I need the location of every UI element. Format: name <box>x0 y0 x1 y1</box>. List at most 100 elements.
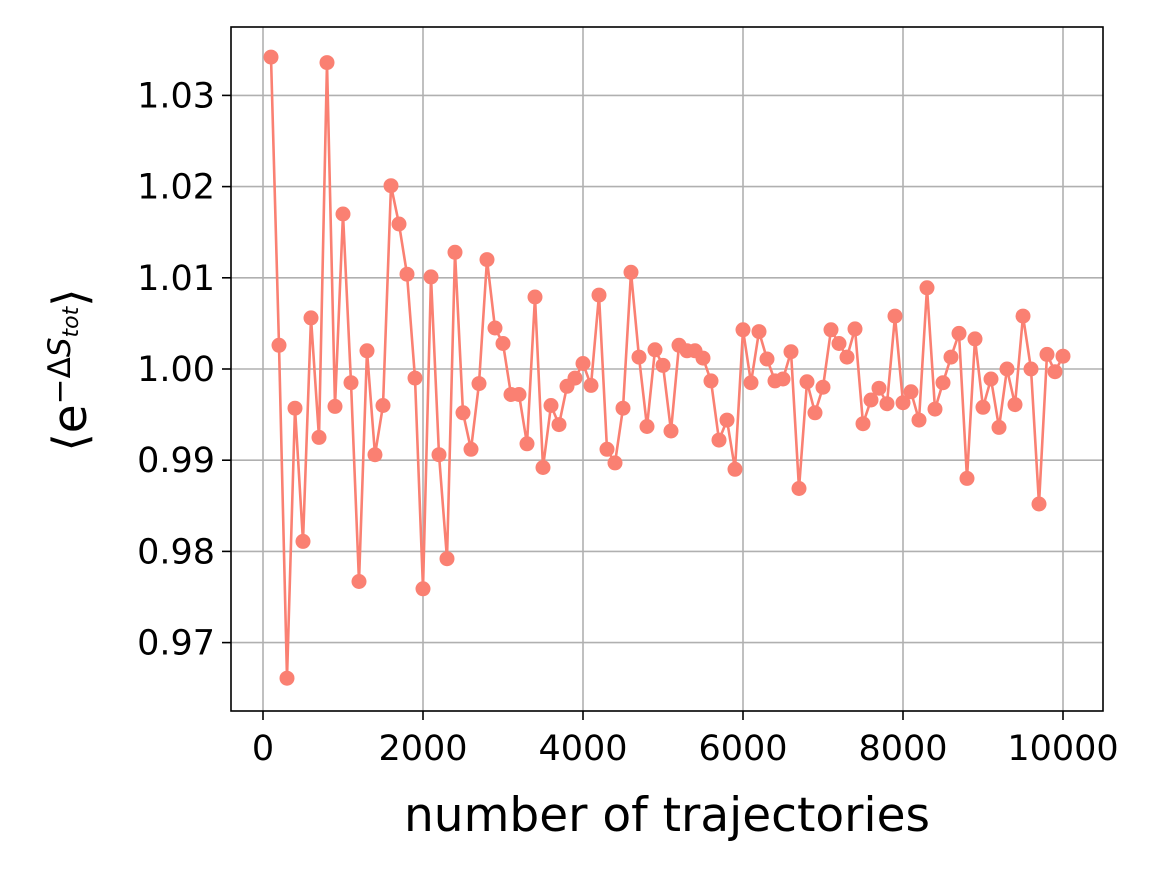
data-point <box>327 398 343 414</box>
data-point <box>407 370 423 386</box>
data-point <box>591 287 607 303</box>
data-point <box>1007 397 1023 413</box>
data-point <box>887 308 903 324</box>
data-point <box>943 349 959 365</box>
data-point <box>879 396 895 412</box>
data-point <box>631 349 647 365</box>
data-point <box>343 375 359 391</box>
data-point <box>831 336 847 351</box>
data-point <box>727 461 743 477</box>
data-point <box>607 455 623 471</box>
data-point <box>455 405 471 421</box>
data-point <box>279 670 295 686</box>
data-point <box>703 373 719 389</box>
y-label-close: ⟩ <box>43 288 98 306</box>
data-point <box>967 331 983 347</box>
data-point <box>719 412 735 428</box>
y-tick-label: 1.00 <box>137 350 215 390</box>
data-point <box>463 441 479 457</box>
data-point <box>375 398 391 413</box>
x-tick-label: 10000 <box>1007 729 1118 769</box>
data-point <box>567 370 583 386</box>
data-point <box>311 429 327 445</box>
data-point <box>351 574 367 589</box>
data-point <box>927 401 943 417</box>
data-point <box>543 398 559 413</box>
data-point <box>663 423 679 439</box>
x-tick-label: 4000 <box>538 729 627 769</box>
data-point <box>367 447 383 463</box>
series-line <box>269 57 1065 680</box>
data-point <box>711 432 727 448</box>
y-label-sub-tot: tot <box>59 305 84 337</box>
x-tick-label: 2000 <box>378 729 467 769</box>
data-point <box>415 581 431 597</box>
data-point <box>799 374 815 390</box>
data-point <box>335 206 351 222</box>
data-point <box>303 310 319 326</box>
y-tick-label: 0.98 <box>137 532 215 572</box>
x-axis-label: number of trajectories <box>404 788 930 843</box>
data-point <box>991 419 1007 435</box>
data-point <box>1015 308 1031 324</box>
series-markers <box>263 49 1071 686</box>
grid-lines <box>231 27 1103 711</box>
data-point <box>983 371 999 387</box>
data-point <box>935 375 951 391</box>
data-point <box>655 357 671 373</box>
y-label-sup-minus-delta: −Δ <box>42 357 78 404</box>
data-point <box>439 551 455 567</box>
data-point <box>639 419 655 434</box>
data-point <box>615 400 631 416</box>
data-point <box>359 343 375 359</box>
data-point <box>911 412 927 428</box>
y-axis-label: ⟨e−ΔStot⟩ <box>42 288 98 451</box>
data-point <box>759 351 775 367</box>
data-point <box>319 55 335 71</box>
data-point <box>647 342 663 358</box>
data-point <box>519 436 535 452</box>
data-point <box>447 244 463 260</box>
data-point <box>527 289 543 305</box>
data-point <box>959 470 975 486</box>
data-point <box>487 320 503 336</box>
y-tick-label: 0.97 <box>137 624 215 664</box>
data-point <box>823 322 839 338</box>
data-point <box>551 417 567 433</box>
x-tick-label: 0 <box>252 729 274 769</box>
data-point <box>839 349 855 365</box>
data-point <box>783 344 799 360</box>
data-point <box>263 49 279 65</box>
data-point <box>919 280 935 296</box>
data-point <box>855 416 871 432</box>
data-point <box>495 336 511 351</box>
data-point <box>863 392 879 408</box>
data-point <box>871 380 887 396</box>
data-point <box>575 356 591 371</box>
data-point <box>391 216 407 232</box>
data-point <box>895 395 911 411</box>
data-point <box>431 447 447 463</box>
data-point <box>599 441 615 457</box>
data-point <box>951 325 967 341</box>
y-tick-label: 1.02 <box>137 168 215 208</box>
data-point <box>623 264 639 280</box>
data-point <box>479 252 495 268</box>
data-point <box>903 384 919 400</box>
data-point <box>1055 348 1071 364</box>
data-point <box>1047 364 1063 380</box>
data-point <box>807 405 823 421</box>
series-polyline <box>269 57 1065 680</box>
data-point <box>847 321 863 337</box>
data-point <box>975 399 991 415</box>
y-label-open: ⟨e <box>43 404 98 451</box>
data-point <box>815 379 831 395</box>
data-point <box>471 376 487 392</box>
svg-text:⟨e−ΔStot⟩: ⟨e−ΔStot⟩ <box>42 288 98 451</box>
x-tick-label: 6000 <box>698 729 787 769</box>
data-point <box>287 400 303 416</box>
data-point <box>295 533 311 549</box>
data-point <box>743 375 759 391</box>
data-point <box>423 269 439 285</box>
